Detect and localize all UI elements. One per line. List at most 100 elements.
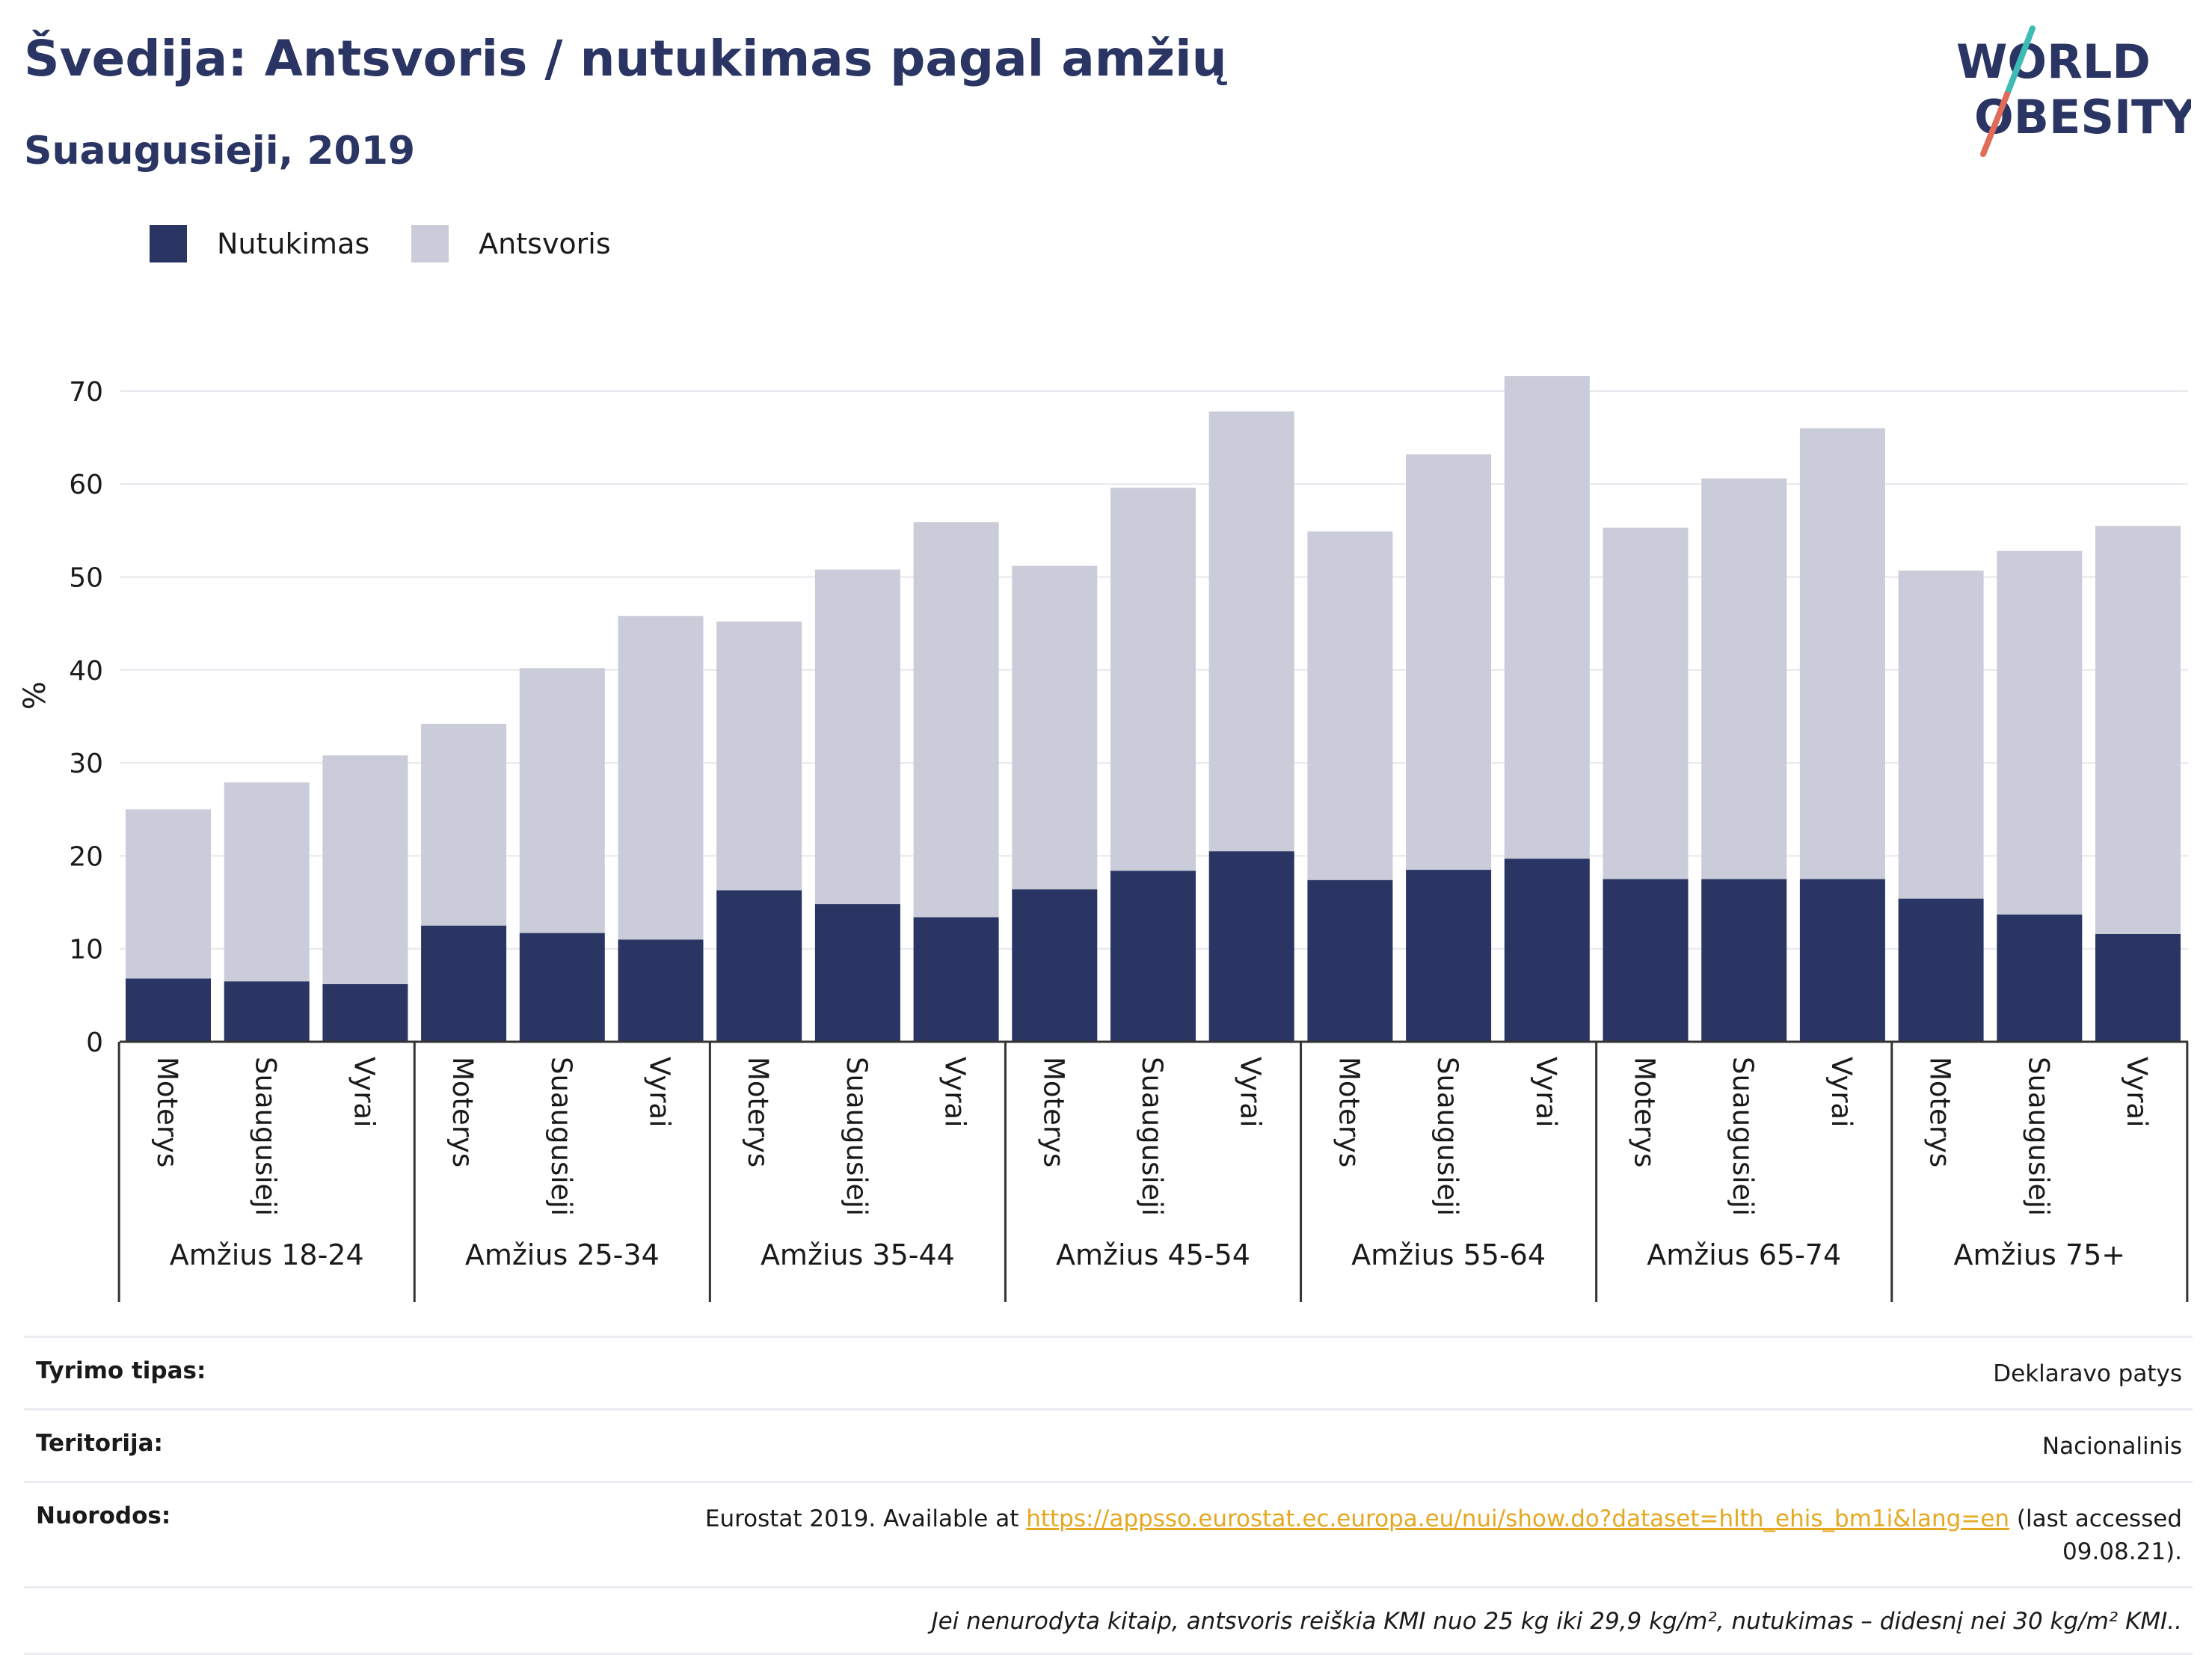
bar-overweight bbox=[1799, 428, 1885, 879]
bar-overweight bbox=[1307, 531, 1393, 880]
bar-obesity bbox=[322, 983, 408, 1042]
x-category-label: Moterys bbox=[1629, 1057, 1661, 1167]
x-category-label: Vyrai bbox=[1235, 1057, 1267, 1127]
bar-overweight bbox=[1603, 527, 1689, 879]
x-category-label: Moterys bbox=[1333, 1057, 1365, 1167]
logo-line2: OBESITY bbox=[1974, 90, 2191, 144]
bar-obesity bbox=[1504, 859, 1590, 1042]
x-group-label: Amžius 45-54 bbox=[1056, 1238, 1250, 1271]
y-tick-label: 10 bbox=[69, 935, 103, 965]
chart-legend: Nutukimas Antsvoris bbox=[150, 223, 653, 265]
bar-overweight bbox=[1208, 411, 1294, 852]
x-category-label: Suaugusieji bbox=[1136, 1057, 1168, 1216]
bar-obesity bbox=[1997, 914, 2083, 1042]
footer-row-references: Nuorodos: Eurostat 2019. Available at ht… bbox=[24, 1481, 2193, 1586]
bar-overweight bbox=[1504, 376, 1590, 859]
x-category-label: Moterys bbox=[446, 1057, 479, 1167]
y-tick-label: 0 bbox=[86, 1028, 103, 1058]
legend-item-overweight: Antsvoris bbox=[411, 225, 611, 262]
bar-obesity bbox=[2095, 933, 2181, 1042]
x-category-label: Vyrai bbox=[939, 1057, 971, 1127]
bar-obesity bbox=[913, 917, 999, 1042]
x-category-label: Vyrai bbox=[2121, 1057, 2153, 1127]
survey-label: Tyrimo tipas: bbox=[36, 1357, 206, 1384]
bar-obesity bbox=[224, 981, 310, 1042]
bar-overweight bbox=[1701, 478, 1787, 879]
bar-obesity bbox=[1898, 898, 1984, 1042]
stacked-bar-chart: 0 10 20 30 40 50 60 70% Moterys Suaugusieji Vyrai M… bbox=[18, 376, 2189, 1302]
bar-overweight bbox=[421, 723, 507, 926]
y-tick-label: 40 bbox=[69, 656, 103, 687]
x-group-label: Amžius 65-74 bbox=[1647, 1238, 1841, 1271]
bar-overweight bbox=[2095, 526, 2181, 934]
logo-line1: WORLD bbox=[1956, 34, 2151, 89]
bar-overweight bbox=[1110, 488, 1196, 871]
legend-swatch-overweight bbox=[411, 225, 449, 262]
world-obesity-logo: WORLD OBESITY bbox=[1956, 25, 2191, 157]
x-category-label: Vyrai bbox=[644, 1057, 676, 1127]
bar-obesity bbox=[1208, 851, 1294, 1042]
x-category-label: Suaugusieji bbox=[1431, 1057, 1463, 1216]
x-category-label: Vyrai bbox=[348, 1057, 380, 1127]
survey-value: Deklaravo patys bbox=[1993, 1360, 2182, 1387]
references-label: Nuorodos: bbox=[36, 1502, 171, 1530]
logo-teal-stroke bbox=[2004, 25, 2036, 97]
bar-obesity bbox=[1603, 879, 1689, 1042]
bar-obesity bbox=[618, 939, 704, 1042]
legend-label-overweight: Antsvoris bbox=[479, 227, 611, 260]
bar-overweight bbox=[224, 782, 310, 982]
x-category-label: Moterys bbox=[1037, 1057, 1069, 1167]
references-suffix: (last accessed 09.08.21). bbox=[2009, 1505, 2182, 1566]
bar-obesity bbox=[1701, 879, 1787, 1042]
legend-swatch-obesity bbox=[150, 225, 187, 262]
x-group-label: Amžius 25-34 bbox=[465, 1238, 660, 1271]
y-axis-label: % bbox=[18, 681, 52, 710]
x-category-label: Suaugusieji bbox=[250, 1057, 282, 1216]
x-category-label: Suaugusieji bbox=[2022, 1057, 2054, 1216]
x-group-label: Amžius 75+ bbox=[1953, 1238, 2125, 1271]
chart-title: Švedija: Antsvoris / nutukimas pagal amž… bbox=[24, 30, 1227, 87]
bar-overweight bbox=[618, 615, 704, 940]
bar-overweight bbox=[322, 755, 408, 984]
bar-obesity bbox=[519, 933, 605, 1042]
legend-label-obesity: Nutukimas bbox=[217, 227, 370, 260]
x-category-label: Suaugusieji bbox=[841, 1057, 873, 1216]
x-category-label: Moterys bbox=[742, 1057, 774, 1167]
x-category-label: Suaugusieji bbox=[545, 1057, 577, 1216]
references-value: Eurostat 2019. Available at https://apps… bbox=[642, 1502, 2182, 1568]
bar-obesity bbox=[421, 925, 507, 1042]
bar-obesity bbox=[1012, 889, 1098, 1042]
footer-row-territory: Teritorija: Nacionalinis bbox=[24, 1408, 2193, 1481]
y-tick-label: 20 bbox=[69, 841, 103, 872]
bar-overweight bbox=[1012, 565, 1098, 890]
logo-coral-stroke bbox=[1980, 91, 2010, 157]
x-group-label: Amžius 18-24 bbox=[170, 1238, 364, 1271]
x-group-label: Amžius 55-64 bbox=[1351, 1238, 1546, 1271]
x-category-label: Moterys bbox=[151, 1057, 183, 1167]
legend-item-obesity: Nutukimas bbox=[150, 225, 369, 262]
chart-footer: Tyrimo tipas: Deklaravo patys Teritorija… bbox=[24, 1336, 2193, 1655]
bar-overweight bbox=[814, 569, 900, 905]
y-tick-label: 70 bbox=[69, 377, 103, 408]
territory-value: Nacionalinis bbox=[2042, 1433, 2182, 1461]
y-tick-label: 60 bbox=[69, 470, 103, 500]
references-prefix: Eurostat 2019. Available at bbox=[704, 1505, 1027, 1533]
x-group-label: Amžius 35-44 bbox=[761, 1238, 955, 1271]
bar-overweight bbox=[1898, 570, 1984, 899]
bar-obesity bbox=[126, 978, 211, 1042]
bar-overweight bbox=[1997, 550, 2083, 915]
references-link[interactable]: https://appsso.eurostat.ec.europa.eu/nui… bbox=[1026, 1505, 2010, 1533]
bar-obesity bbox=[1307, 879, 1393, 1042]
x-category-label: Suaugusieji bbox=[1727, 1057, 1759, 1216]
definition-note: Jei nenurodyta kitaip, antsvoris reiškia… bbox=[24, 1586, 2193, 1655]
bar-obesity bbox=[716, 890, 802, 1042]
bar-obesity bbox=[1110, 871, 1196, 1042]
bar-obesity bbox=[814, 904, 900, 1042]
x-category-label: Vyrai bbox=[1825, 1057, 1858, 1127]
bar-overweight bbox=[126, 809, 211, 979]
territory-label: Teritorija: bbox=[36, 1430, 163, 1458]
chart-subtitle: Suaugusieji, 2019 bbox=[24, 129, 416, 174]
bar-obesity bbox=[1406, 870, 1492, 1042]
footer-row-survey: Tyrimo tipas: Deklaravo patys bbox=[24, 1336, 2193, 1408]
x-category-label: Vyrai bbox=[1530, 1057, 1562, 1127]
